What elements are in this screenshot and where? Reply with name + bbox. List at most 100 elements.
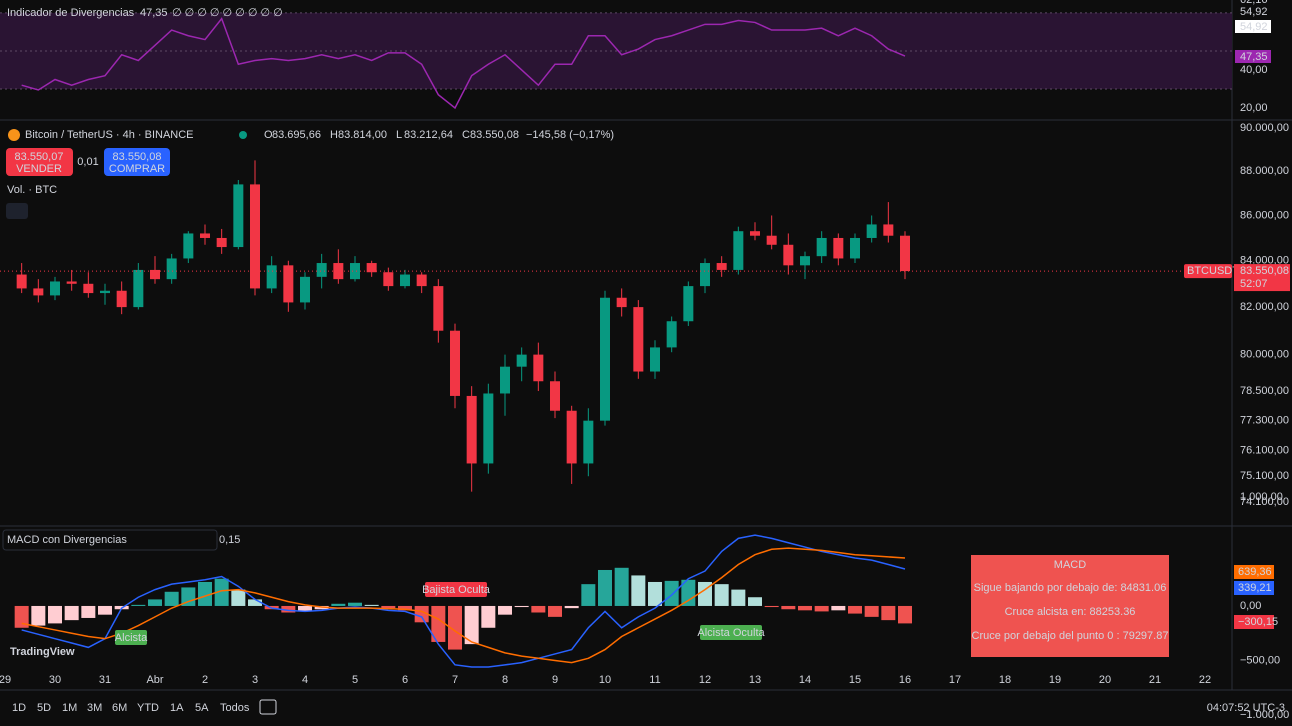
macd-histogram-bar — [831, 605, 846, 611]
macd-histogram-bar — [48, 605, 62, 624]
ohlc-key: C — [462, 129, 470, 141]
macd-histogram-bar — [764, 605, 779, 608]
candle-body — [366, 263, 377, 273]
candle-body — [83, 283, 94, 294]
ohlc-value: 83.550,08 — [470, 129, 519, 141]
macd-histogram-bar — [131, 604, 146, 606]
ohlc-value: 83.814,00 — [338, 129, 387, 141]
macd-info-line: Cruce por debajo del punto 0 : 79297.87 — [972, 630, 1169, 642]
candle-body — [133, 269, 144, 308]
candle-body — [350, 263, 360, 280]
candle-body — [650, 347, 660, 372]
candle-body — [500, 366, 510, 394]
macd-axis-label: 639,36 — [1238, 566, 1272, 578]
last-price-box — [1234, 264, 1290, 292]
range-button[interactable]: 6M — [112, 702, 127, 714]
range-button[interactable]: 5A — [195, 702, 209, 714]
candle-body — [716, 263, 727, 270]
rsi-tick-label: 20,00 — [1240, 102, 1268, 114]
price-tick-label: 77.300,00 — [1240, 415, 1289, 427]
countdown: 52:07 — [1240, 278, 1268, 290]
macd-histogram-bar — [798, 605, 812, 611]
ohlc-value: 83.212,64 — [404, 129, 453, 141]
macd-histogram-bar — [781, 605, 796, 610]
buy-button[interactable] — [104, 148, 170, 176]
macd-histogram-bar — [581, 584, 596, 606]
candle-body — [400, 274, 410, 287]
macd-histogram-bar — [514, 605, 529, 608]
range-button[interactable]: Todos — [220, 702, 250, 714]
macd-histogram-bar — [164, 591, 179, 606]
range-button[interactable]: 1M — [62, 702, 77, 714]
macd-histogram-bar — [81, 605, 96, 618]
range-button[interactable]: 1A — [170, 702, 184, 714]
collapse-button[interactable] — [6, 203, 28, 219]
candle-body — [683, 286, 694, 322]
candle-body — [200, 233, 210, 238]
divergence-tag — [115, 630, 147, 645]
market-status — [239, 131, 247, 139]
candle-body — [633, 307, 644, 372]
macd-axis-box — [1234, 615, 1274, 629]
candle-body — [66, 281, 77, 284]
volume-label: Vol. · BTC — [7, 184, 57, 196]
time-label: 10 — [599, 674, 611, 686]
range-button[interactable]: 1D — [12, 702, 26, 714]
candle-body — [700, 263, 710, 287]
macd-histogram-bar — [198, 581, 212, 606]
time-label: 22 — [1199, 674, 1211, 686]
buy-price: 83.550,08 — [113, 151, 162, 163]
ohlc-key: H — [330, 129, 338, 141]
symbol: Bitcoin / TetherUS · 4h · BINANCE — [25, 129, 194, 141]
rsi-axis-box — [1235, 20, 1271, 33]
price-tick-label: 82.000,00 — [1240, 301, 1289, 313]
macd-histogram-bar — [714, 584, 729, 606]
ohlc-value: 83.695,66 — [272, 129, 321, 141]
candle-body — [250, 184, 260, 289]
price-tick-label: 74.100,00 — [1240, 496, 1289, 508]
candle-body — [150, 269, 160, 280]
macd-histogram-bar — [598, 569, 612, 606]
time-label: 4 — [302, 674, 308, 686]
price-tick-label: 88.000,00 — [1240, 165, 1289, 177]
range-button[interactable]: 5D — [37, 702, 51, 714]
macd-tick-label: 1.000,00 — [1240, 491, 1283, 503]
last-price: 83.550,08 — [1240, 265, 1289, 277]
macd-histogram-bar — [631, 575, 646, 606]
date-picker[interactable] — [259, 699, 277, 715]
rsi-axis-label: 54,92 — [1240, 6, 1268, 18]
candle-body — [283, 265, 294, 303]
candle-body — [300, 276, 310, 303]
macd-histogram-bar — [148, 599, 162, 606]
candle-body — [216, 237, 227, 248]
ticker: BTCUSDT — [1187, 265, 1239, 277]
candle-body — [616, 297, 627, 308]
macd-legend-box — [2, 529, 218, 551]
macd-histogram-bar — [64, 605, 79, 621]
rsi-axis-box — [1235, 5, 1271, 18]
candle-body — [533, 354, 544, 382]
price-tick-label: 84.000,00 — [1240, 255, 1289, 267]
candle-body — [450, 330, 460, 396]
rsi-title: Indicador de Divergencias — [7, 7, 135, 19]
rsi-symbols: ∅ ∅ ∅ ∅ ∅ ∅ ∅ ∅ ∅ — [172, 7, 283, 19]
macd-histogram-bar — [481, 605, 496, 628]
range-button[interactable]: YTD — [137, 702, 159, 714]
time-label: Abr — [146, 674, 163, 686]
macd-axis-label: −300,15 — [1238, 616, 1278, 628]
range-button[interactable]: 3M — [87, 702, 102, 714]
time-label: 14 — [799, 674, 811, 686]
macd-histogram-bar — [231, 589, 246, 606]
symbol-icon — [8, 129, 20, 141]
rsi-tick-label: 40,00 — [1240, 64, 1268, 76]
macd-value: 0,15 — [219, 534, 240, 546]
macd-histogram-bar — [681, 579, 696, 606]
candle-body — [833, 237, 844, 259]
macd-title: MACD con Divergencias — [7, 534, 127, 546]
sell-price: 83.550,07 — [15, 151, 64, 163]
macd-histogram-bar — [214, 578, 229, 606]
sell-button[interactable] — [6, 148, 73, 176]
ticker-box — [1184, 264, 1232, 279]
time-label: 19 — [1049, 674, 1061, 686]
